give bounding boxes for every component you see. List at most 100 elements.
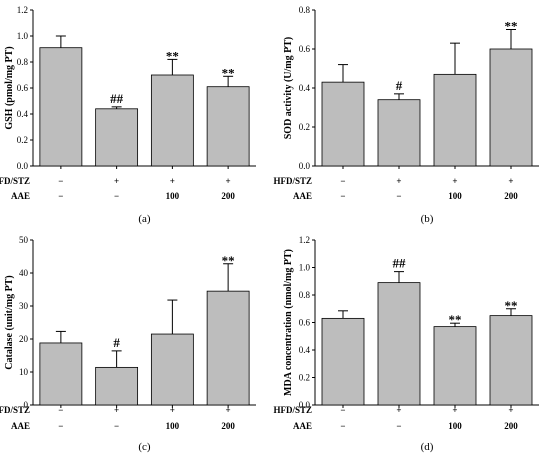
bar: [489, 315, 533, 406]
group-level-label: −: [114, 421, 119, 431]
significance-label: **: [166, 48, 179, 63]
group-level-label: −: [58, 191, 63, 201]
bar: [206, 290, 250, 406]
group-row-label: HFD/STZ: [273, 176, 312, 186]
group-level-label: +: [508, 176, 513, 186]
group-level-label: 200: [221, 421, 235, 431]
y-tick-label: 0.8: [299, 290, 311, 300]
group-level-label: 200: [504, 421, 518, 431]
y-tick-label: 50: [19, 235, 29, 245]
significance-label: ##: [110, 91, 124, 106]
panel-label: (d): [421, 441, 434, 453]
panel-label: (c): [138, 441, 151, 453]
y-tick-label: 10: [19, 367, 29, 377]
bar: [95, 108, 139, 167]
y-tick-label: 1.2: [17, 5, 28, 15]
group-level-label: +: [170, 176, 175, 186]
group-level-label: +: [226, 176, 231, 186]
y-axis-label: Catalase (unit/mg PT): [4, 275, 15, 369]
y-tick-label: 30: [19, 301, 29, 311]
group-row-label: HFD/STZ: [0, 405, 30, 415]
significance-label: #: [113, 335, 120, 350]
y-axis-label: SOD activity (U/mg PT): [283, 37, 294, 140]
y-tick-label: 0.0: [299, 161, 311, 171]
group-level-label: −: [396, 421, 401, 431]
group-level-label: +: [452, 405, 457, 415]
group-row-label: AAE: [11, 421, 30, 431]
y-tick-label: 0.0: [17, 161, 29, 171]
group-level-label: −: [58, 176, 63, 186]
y-axis-label: MDA concentration (nmol/mg PT): [283, 249, 294, 396]
bar: [321, 317, 365, 406]
y-tick-label: 0.2: [299, 373, 310, 383]
y-tick-label: 1.0: [299, 263, 311, 273]
bar: [377, 282, 421, 406]
y-axis-label: GSH (pmol/mg PT): [4, 46, 15, 129]
y-tick-label: 40: [19, 268, 29, 278]
y-tick-label: 1.0: [17, 31, 29, 41]
y-tick-label: 0.0: [299, 400, 311, 410]
significance-label: **: [222, 253, 235, 268]
chart-panel-3: 0 10 20 30 40 50 Catalase (unit/mg PT) # ** HFD/S…: [0, 235, 256, 453]
group-row-label: AAE: [293, 421, 312, 431]
bar: [489, 48, 533, 167]
group-level-label: +: [114, 405, 119, 415]
group-row-label: AAE: [11, 191, 30, 201]
y-tick-label: 0.8: [17, 57, 29, 67]
group-level-label: 200: [221, 191, 235, 201]
y-tick-label: 0.4: [299, 345, 311, 355]
y-tick-label: 0.6: [299, 44, 311, 54]
bar: [95, 366, 139, 406]
group-level-label: 100: [448, 421, 462, 431]
bar: [377, 99, 421, 167]
group-level-label: 200: [504, 191, 518, 201]
bar: [321, 81, 365, 167]
y-tick-label: 1.2: [299, 235, 310, 245]
group-level-label: −: [340, 421, 345, 431]
group-level-label: +: [396, 176, 401, 186]
chart-panel-1: 0.0 0.2 0.4 0.6 0.8 1.0 1.2 GSH (pmol/mg PT) ## *…: [0, 5, 256, 225]
significance-label: **: [449, 312, 462, 327]
y-tick-label: 0.8: [299, 5, 311, 15]
group-level-label: −: [58, 405, 63, 415]
group-level-label: +: [226, 405, 231, 415]
significance-label: #: [396, 78, 403, 93]
y-tick-label: 0.2: [17, 135, 28, 145]
chart-panel-2: 0.0 0.2 0.4 0.6 0.8 SOD activity (U/mg PT) # **…: [273, 5, 539, 225]
group-level-label: +: [170, 405, 175, 415]
group-level-label: −: [396, 191, 401, 201]
group-row-label: AAE: [293, 191, 312, 201]
panel-label: (a): [138, 213, 151, 225]
group-row-label: HFD/STZ: [0, 176, 30, 186]
y-tick-label: 0: [24, 400, 29, 410]
group-level-label: −: [340, 405, 345, 415]
group-level-label: −: [340, 176, 345, 186]
bar: [39, 47, 83, 167]
group-level-label: −: [114, 191, 119, 201]
group-level-label: 100: [448, 191, 462, 201]
panel-label: (b): [421, 213, 434, 225]
y-tick-label: 20: [19, 334, 29, 344]
significance-label: **: [505, 19, 518, 34]
group-level-label: 100: [166, 421, 180, 431]
y-tick-label: 0.6: [299, 318, 311, 328]
group-level-label: +: [114, 176, 119, 186]
bar: [433, 73, 477, 167]
bar: [150, 333, 194, 406]
y-tick-label: 0.4: [299, 83, 311, 93]
group-level-label: +: [452, 176, 457, 186]
group-row-label: HFD/STZ: [273, 405, 312, 415]
group-level-label: −: [58, 421, 63, 431]
bar: [150, 74, 194, 167]
significance-label: **: [222, 65, 235, 80]
chart-panel-4: 0.0 0.2 0.4 0.6 0.8 1.0 1.2 MDA concentration (…: [273, 235, 539, 453]
group-level-label: 100: [166, 191, 180, 201]
significance-label: ##: [393, 256, 407, 271]
bar: [39, 342, 83, 406]
y-tick-label: 0.6: [17, 83, 29, 93]
y-tick-label: 0.4: [17, 109, 29, 119]
bar: [433, 326, 477, 406]
group-level-label: +: [508, 405, 513, 415]
y-tick-label: 0.2: [299, 122, 310, 132]
